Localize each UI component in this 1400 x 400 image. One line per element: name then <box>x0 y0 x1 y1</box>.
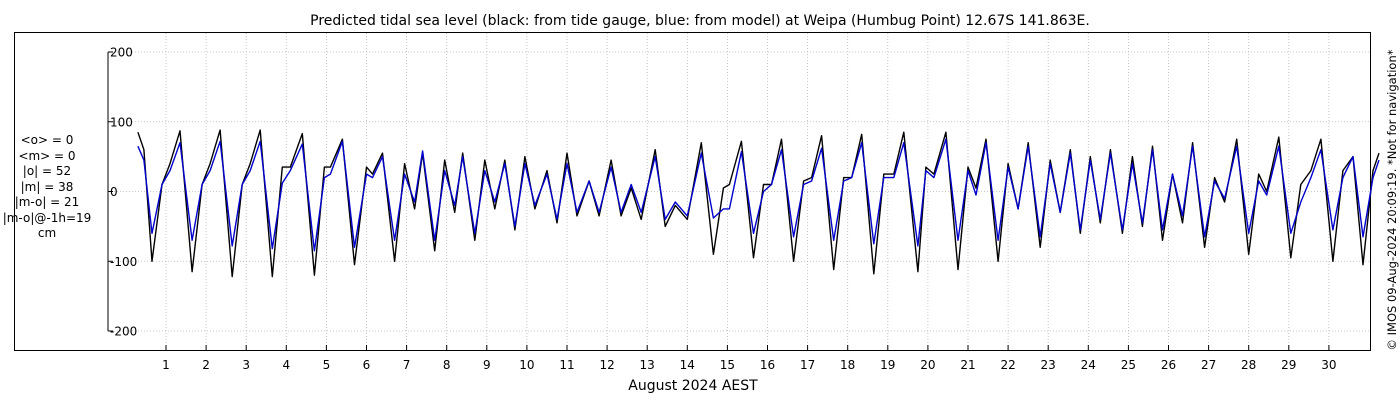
y-tick-label: -100 <box>110 255 137 269</box>
x-tick-label: 28 <box>1241 358 1256 372</box>
x-tick-label: 15 <box>720 358 735 372</box>
x-tick-label: 11 <box>559 358 574 372</box>
grid-lines <box>108 33 1370 349</box>
x-tick-label: 10 <box>519 358 534 372</box>
x-tick-label: 3 <box>242 358 250 372</box>
series-line-model <box>137 138 1380 252</box>
x-tick-label: 6 <box>363 358 371 372</box>
axes: 1 2 3 4 5 6 7 8 9 10 11 12 13 14 15 16 17 18 19 20 21 22 23 24 2… <box>107 46 1337 372</box>
x-tick-label: 23 <box>1041 358 1056 372</box>
x-tick-label: 27 <box>1201 358 1216 372</box>
x-tick-label: 8 <box>443 358 451 372</box>
x-tick-label: 4 <box>282 358 290 372</box>
stat-abs-diff: |m-o| = 21 <box>14 195 80 209</box>
stat-abs-diff-lag: |m-o|@-1h=19 <box>2 210 92 225</box>
y-tick-label: 100 <box>110 115 133 129</box>
x-tick-label: 29 <box>1281 358 1296 372</box>
x-tick-label: 13 <box>640 358 655 372</box>
stat-mean-model: <m> = 0 <box>18 148 76 163</box>
x-tick-label: 19 <box>880 358 895 372</box>
x-tick-label: 22 <box>1000 358 1015 372</box>
x-tick-label: 12 <box>599 358 614 372</box>
stat-mean-obs: <o> = 0 <box>20 133 74 147</box>
x-tick-label: 16 <box>760 358 775 372</box>
credit-text: © IMOS 09-Aug-2024 20:09:19. *Not for na… <box>1385 49 1399 351</box>
x-tick-label: 20 <box>920 358 935 372</box>
x-axis-label: August 2024 AEST <box>628 378 758 394</box>
x-tick-label: 25 <box>1121 358 1136 372</box>
chart-title: Predicted tidal sea level (black: from t… <box>310 13 1090 29</box>
x-tick-label: 21 <box>960 358 975 372</box>
stat-unit: cm <box>37 226 57 240</box>
x-tick-label: 1 <box>162 358 170 372</box>
stat-abs-model: |m| = 38 <box>20 179 74 194</box>
x-tick-label: 30 <box>1321 358 1336 372</box>
x-tick-label: 7 <box>403 358 411 372</box>
x-tick-label: 18 <box>840 358 855 372</box>
x-tick-label: 9 <box>483 358 491 372</box>
stat-abs-obs: |o| = 52 <box>22 164 72 178</box>
x-tick-label: 2 <box>202 358 210 372</box>
y-tick-label: 0 <box>110 185 118 199</box>
y-tick-label: -200 <box>110 325 137 339</box>
y-tick-label: 200 <box>110 46 133 60</box>
stats-panel: <o> = 0 <m> = 0 |o| = 52 |m| = 38 |m-o| … <box>2 133 92 242</box>
x-tick-label: 5 <box>323 358 331 372</box>
series-lines <box>137 129 1380 278</box>
x-tick-label: 24 <box>1081 358 1096 372</box>
x-tick-label: 14 <box>680 358 695 372</box>
x-tick-label: 17 <box>800 358 815 372</box>
x-tick-label: 26 <box>1161 358 1176 372</box>
